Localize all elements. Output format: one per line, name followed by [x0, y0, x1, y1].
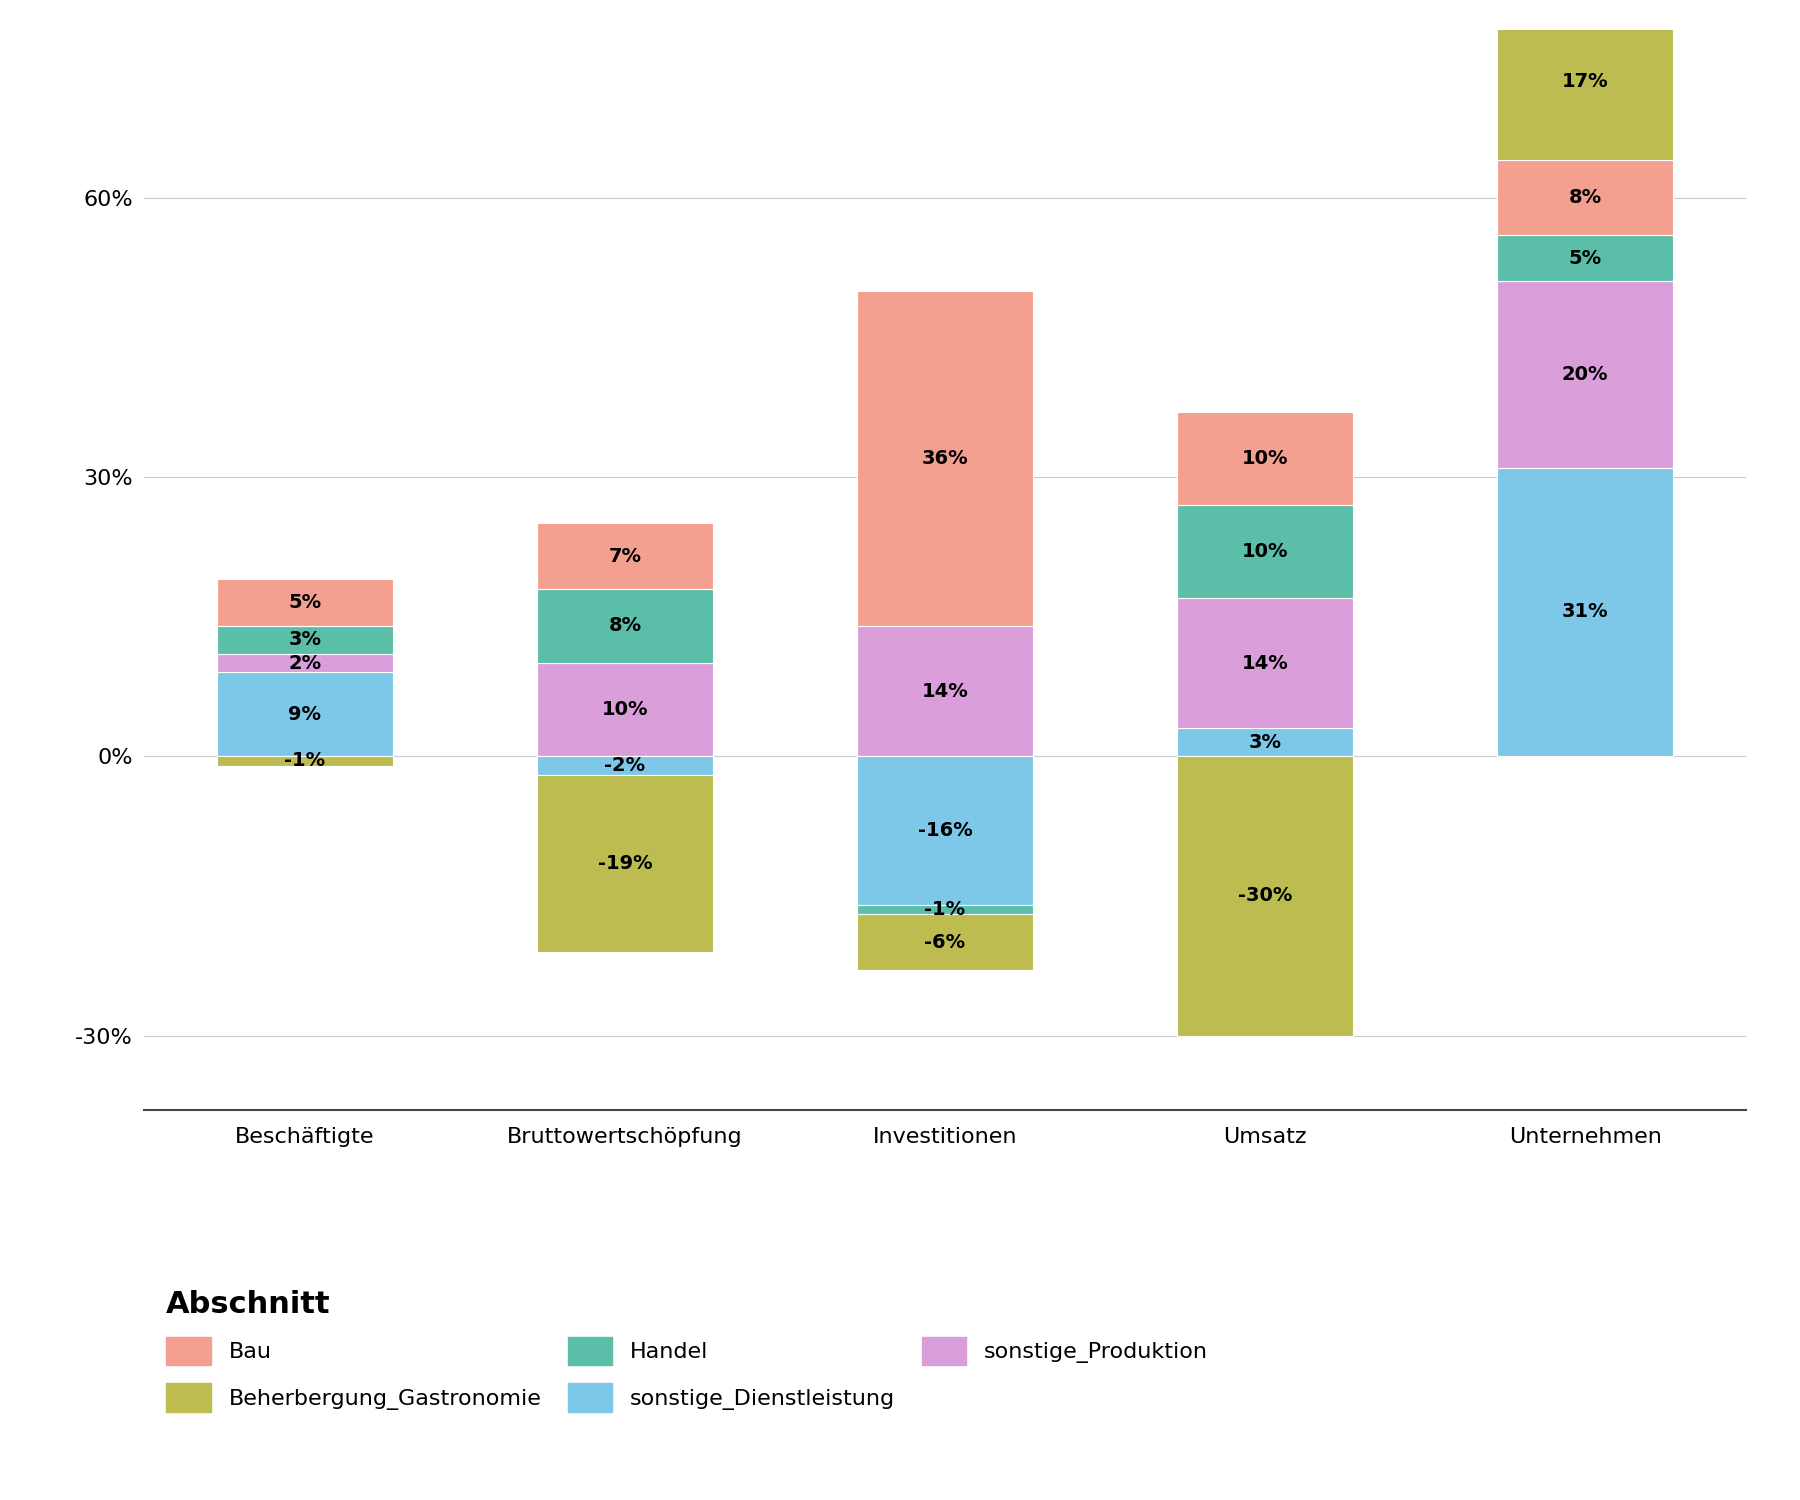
Bar: [857, 756, 1033, 904]
Bar: [216, 654, 392, 672]
Text: 5%: 5%: [1568, 249, 1602, 267]
Text: 9%: 9%: [288, 705, 322, 724]
Bar: [536, 756, 713, 776]
Bar: [1498, 236, 1674, 282]
Bar: [1177, 506, 1354, 598]
Text: 36%: 36%: [922, 448, 968, 468]
Text: 14%: 14%: [922, 681, 968, 700]
Bar: [216, 756, 392, 765]
Bar: [857, 904, 1033, 915]
Bar: [1177, 598, 1354, 729]
Text: 3%: 3%: [288, 630, 322, 650]
Text: 10%: 10%: [601, 700, 648, 718]
Bar: [216, 626, 392, 654]
Bar: [857, 915, 1033, 970]
Bar: [1177, 411, 1354, 506]
Bar: [216, 579, 392, 626]
Text: -1%: -1%: [284, 752, 326, 771]
Bar: [857, 626, 1033, 756]
Text: 5%: 5%: [288, 592, 322, 612]
Text: -16%: -16%: [918, 821, 972, 840]
Text: 31%: 31%: [1562, 603, 1609, 621]
Bar: [536, 776, 713, 951]
Bar: [1498, 468, 1674, 756]
Text: -6%: -6%: [925, 933, 965, 952]
Bar: [1498, 160, 1674, 236]
Text: 10%: 10%: [1242, 448, 1289, 468]
Text: 17%: 17%: [1562, 72, 1609, 90]
Text: 20%: 20%: [1562, 364, 1609, 384]
Text: -1%: -1%: [925, 900, 965, 920]
Text: 8%: 8%: [1568, 188, 1602, 207]
Legend: Bau, Beherbergung_Gastronomie, Handel, sonstige_Dienstleistung, sonstige_Produkt: Bau, Beherbergung_Gastronomie, Handel, s…: [155, 1280, 1219, 1424]
Bar: [857, 291, 1033, 626]
Bar: [1177, 756, 1354, 1035]
Text: 3%: 3%: [1249, 732, 1282, 752]
Bar: [1498, 282, 1674, 468]
Text: -30%: -30%: [1238, 886, 1292, 906]
Bar: [1177, 729, 1354, 756]
Bar: [536, 524, 713, 588]
Text: -2%: -2%: [605, 756, 646, 776]
Text: -19%: -19%: [598, 853, 652, 873]
Text: 8%: 8%: [608, 616, 641, 636]
Text: 7%: 7%: [608, 546, 641, 566]
Bar: [1498, 2, 1674, 160]
Text: 14%: 14%: [1242, 654, 1289, 672]
Bar: [536, 588, 713, 663]
Text: 2%: 2%: [288, 654, 322, 672]
Bar: [216, 672, 392, 756]
Text: 10%: 10%: [1242, 542, 1289, 561]
Bar: [536, 663, 713, 756]
